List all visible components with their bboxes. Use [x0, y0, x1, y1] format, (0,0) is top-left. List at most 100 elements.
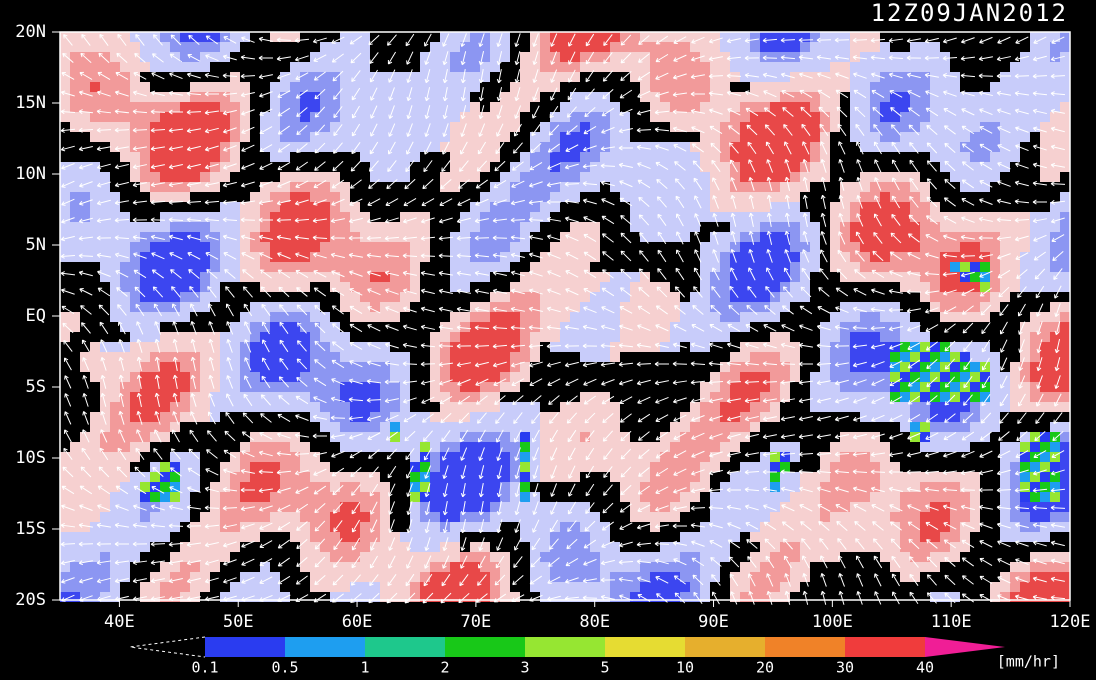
field-cell [800, 242, 810, 252]
field-cell [510, 462, 520, 472]
field-cell [200, 372, 210, 382]
field-cell [580, 422, 590, 432]
field-cell [550, 362, 560, 372]
field-cell [700, 482, 710, 492]
field-cell [500, 212, 510, 222]
field-cell [1050, 182, 1060, 192]
field-cell [400, 102, 410, 112]
field-cell [450, 122, 460, 132]
field-cell [480, 32, 490, 42]
field-cell [980, 72, 990, 82]
field-cell [430, 522, 440, 532]
field-cell [170, 272, 180, 282]
field-cell [450, 252, 460, 262]
field-cell [120, 222, 130, 232]
field-cell [780, 472, 790, 482]
field-cell [340, 502, 350, 512]
field-cell [940, 372, 950, 382]
field-cell [340, 392, 350, 402]
field-cell [440, 142, 450, 152]
field-cell [710, 122, 720, 132]
field-cell [240, 422, 250, 432]
field-cell [130, 272, 140, 282]
field-cell [520, 282, 530, 292]
field-cell [200, 502, 210, 512]
field-cell [780, 112, 790, 122]
field-cell [100, 252, 110, 262]
field-cell [620, 172, 630, 182]
field-cell [490, 442, 500, 452]
field-cell [70, 522, 80, 532]
field-cell [1020, 452, 1030, 462]
field-cell [980, 282, 990, 292]
field-cell [990, 412, 1000, 422]
field-cell [470, 512, 480, 522]
field-cell [940, 462, 950, 472]
field-cell [1020, 362, 1030, 372]
field-cell [230, 122, 240, 132]
field-cell [570, 482, 580, 492]
field-cell [830, 152, 840, 162]
field-cell [830, 352, 840, 362]
field-cell [780, 212, 790, 222]
field-cell [490, 432, 500, 442]
field-cell [380, 142, 390, 152]
field-cell [870, 122, 880, 132]
field-cell [110, 352, 120, 362]
field-cell [680, 462, 690, 472]
field-cell [520, 412, 530, 422]
field-cell [760, 132, 770, 142]
field-cell [90, 472, 100, 482]
field-cell [440, 42, 450, 52]
field-cell [120, 312, 130, 322]
field-cell [230, 282, 240, 292]
field-cell [860, 472, 870, 482]
field-cell [100, 262, 110, 272]
field-cell [1040, 42, 1050, 52]
field-cell [470, 212, 480, 222]
field-cell [210, 382, 220, 392]
field-cell [450, 142, 460, 152]
field-cell [280, 492, 290, 502]
field-cell [440, 32, 450, 42]
field-cell [1040, 492, 1050, 502]
field-cell [300, 352, 310, 362]
field-cell [1010, 82, 1020, 92]
field-cell [710, 32, 720, 42]
field-cell [410, 62, 420, 72]
field-cell [240, 82, 250, 92]
field-cell [960, 462, 970, 472]
field-cell [160, 392, 170, 402]
field-cell [250, 132, 260, 142]
field-cell [1020, 442, 1030, 452]
field-cell [510, 222, 520, 232]
field-cell [450, 92, 460, 102]
field-cell [260, 402, 270, 412]
field-cell [120, 442, 130, 452]
field-cell [350, 122, 360, 132]
field-cell [80, 222, 90, 232]
field-cell [60, 242, 70, 252]
field-cell [200, 292, 210, 302]
field-cell [960, 192, 970, 202]
field-cell [280, 182, 290, 192]
field-cell [880, 272, 890, 282]
field-cell [430, 492, 440, 502]
field-cell [80, 522, 90, 532]
field-cell [70, 72, 80, 82]
field-cell [200, 432, 210, 442]
field-cell [280, 482, 290, 492]
field-cell [790, 352, 800, 362]
field-cell [110, 402, 120, 412]
field-cell [860, 252, 870, 262]
field-cell [1030, 492, 1040, 502]
field-cell [200, 422, 210, 432]
field-cell [500, 442, 510, 452]
field-cell [640, 202, 650, 212]
field-cell [100, 202, 110, 212]
field-cell [750, 472, 760, 482]
field-cell [1010, 372, 1020, 382]
field-cell [890, 332, 900, 342]
field-cell [290, 292, 300, 302]
field-cell [740, 452, 750, 462]
